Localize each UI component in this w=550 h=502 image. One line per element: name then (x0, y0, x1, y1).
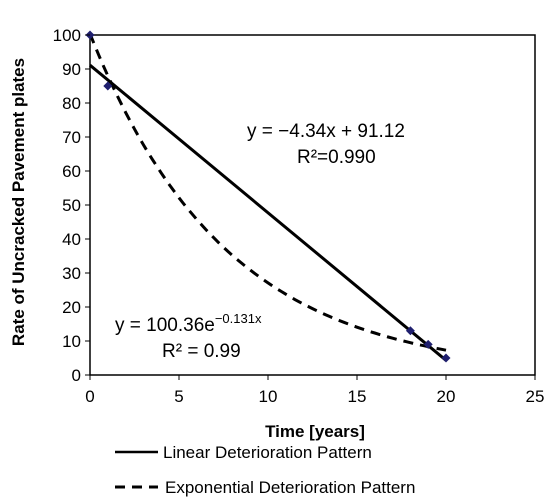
x-tick-label: 0 (85, 387, 94, 406)
data-point (405, 326, 415, 336)
x-tick-label: 10 (259, 387, 278, 406)
x-tick-label: 25 (526, 387, 545, 406)
plot-area (85, 30, 536, 376)
exponential-equation-base: y = 100.36e (115, 315, 215, 336)
y-tick-label: 30 (62, 264, 81, 283)
y-tick-label: 0 (72, 366, 81, 385)
linear-fit-equation: y = −4.34x + 91.12 (247, 121, 405, 142)
exponential-fit-equation: y = 100.36e−0.131x (115, 311, 262, 336)
y-tick-label: 70 (62, 128, 81, 147)
data-point (441, 353, 451, 363)
linear-fit-r2: R²=0.990 (297, 147, 376, 168)
legend-linear-label: Linear Deterioration Pattern (163, 443, 372, 462)
exponential-fit-curve (88, 33, 447, 352)
linear-fit-line (89, 64, 447, 362)
x-tick-label: 15 (348, 387, 367, 406)
y-tick-label: 90 (62, 60, 81, 79)
legend-exponential-label: Exponential Deterioration Pattern (165, 478, 415, 497)
y-tick-label: 100 (53, 26, 81, 45)
y-tick-label: 50 (62, 196, 81, 215)
data-point (423, 339, 433, 349)
y-tick-label: 80 (62, 94, 81, 113)
data-point (103, 81, 113, 91)
x-tick-label: 5 (174, 387, 183, 406)
legend: Linear Deterioration Pattern Exponential… (115, 443, 415, 497)
y-tick-label: 60 (62, 162, 81, 181)
y-axis-ticks: 0 10 20 30 40 50 60 70 80 90 100 (53, 26, 90, 385)
exponential-fit-r2: R² = 0.99 (162, 341, 241, 362)
y-axis-label: Rate of Uncracked Pavement plates (9, 58, 28, 346)
exponential-equation-exponent: −0.131x (215, 311, 262, 326)
y-tick-label: 20 (62, 298, 81, 317)
x-tick-label: 20 (437, 387, 456, 406)
y-tick-label: 40 (62, 230, 81, 249)
x-axis-label: Time [years] (265, 422, 365, 441)
y-tick-label: 10 (62, 332, 81, 351)
x-axis-ticks: 0 5 10 15 20 25 (85, 375, 544, 406)
